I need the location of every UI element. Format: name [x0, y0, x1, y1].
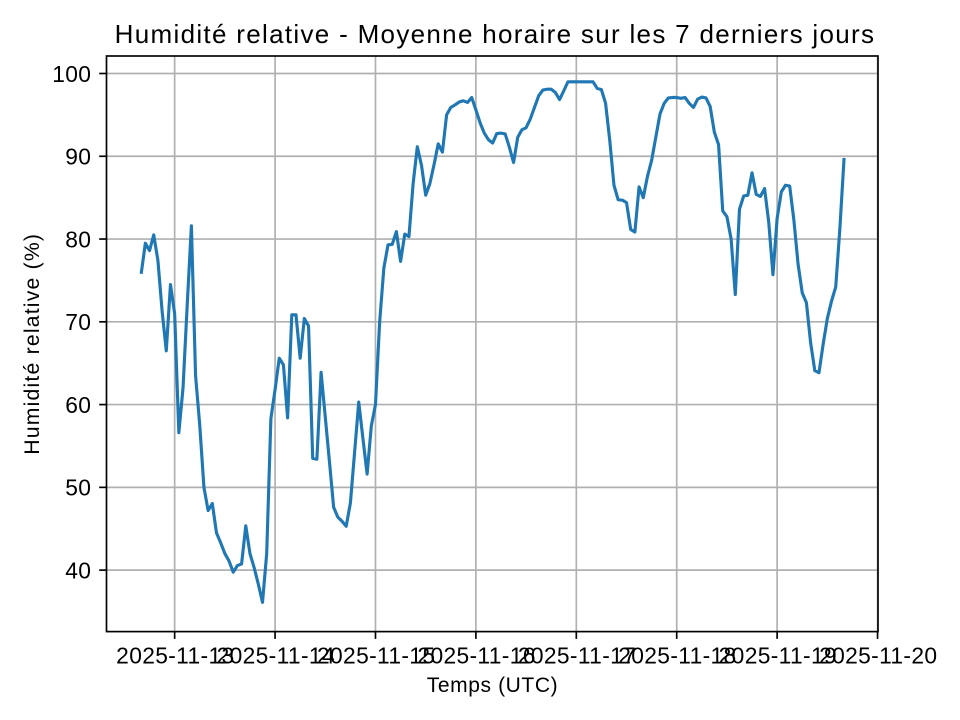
svg-text:2025-11-17: 2025-11-17 [518, 643, 636, 669]
svg-text:2025-11-19: 2025-11-19 [719, 643, 837, 669]
svg-text:2025-11-16: 2025-11-16 [417, 643, 535, 669]
svg-text:2025-11-14: 2025-11-14 [217, 643, 335, 669]
svg-text:Humidité relative - Moyenne ho: Humidité relative - Moyenne horaire sur … [115, 19, 876, 49]
svg-text:80: 80 [65, 226, 91, 252]
svg-text:Temps (UTC): Temps (UTC) [427, 674, 558, 697]
svg-text:70: 70 [65, 309, 91, 335]
svg-text:60: 60 [65, 392, 91, 418]
svg-text:50: 50 [65, 475, 91, 501]
svg-text:100: 100 [52, 61, 91, 87]
svg-text:40: 40 [65, 557, 91, 583]
svg-text:2025-11-15: 2025-11-15 [317, 643, 435, 669]
svg-text:Humidité relative (%): Humidité relative (%) [21, 233, 44, 455]
svg-text:2025-11-18: 2025-11-18 [618, 643, 736, 669]
svg-text:90: 90 [65, 144, 91, 170]
svg-text:2025-11-20: 2025-11-20 [819, 643, 937, 669]
svg-text:2025-11-13: 2025-11-13 [116, 643, 234, 669]
